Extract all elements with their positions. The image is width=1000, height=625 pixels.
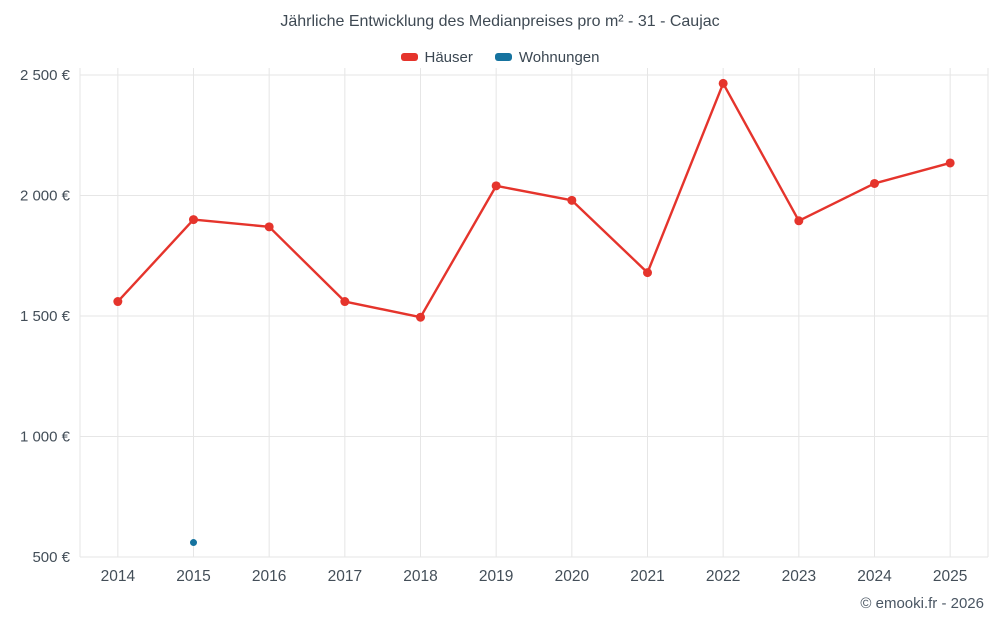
x-tick-label: 2022 <box>706 568 740 585</box>
legend-label-wohnungen: Wohnungen <box>518 48 600 66</box>
legend-item-wohnungen[interactable]: Wohnungen <box>494 48 600 66</box>
series-line-hauser <box>116 82 952 319</box>
x-tick-label: 2016 <box>252 568 286 585</box>
data-point-hauser <box>264 222 274 232</box>
data-point-hauser <box>416 312 425 322</box>
legend-marker-wohnungen-icon <box>494 53 512 61</box>
x-tick-label: 2018 <box>403 568 437 585</box>
data-point-hauser <box>945 158 955 168</box>
data-point-wohnungen <box>190 539 197 547</box>
data-point-hauser <box>189 215 198 225</box>
x-tick-label: 2019 <box>479 568 513 585</box>
legend-label-hauser: Häuser <box>424 48 473 66</box>
x-tick-label: 2020 <box>555 568 590 585</box>
x-tick-label: 2025 <box>933 568 967 585</box>
legend: Häuser Wohnungen <box>0 44 1000 70</box>
y-tick-label: 500 € <box>32 549 70 566</box>
y-tick-label: 2 000 € <box>20 188 71 205</box>
y-tick-label: 1 000 € <box>20 429 71 446</box>
legend-marker-hauser-icon <box>400 53 418 61</box>
x-tick-label: 2015 <box>176 568 210 585</box>
x-tick-label: 2023 <box>782 568 816 585</box>
copyright: © emooki.fr - 2026 <box>860 595 984 612</box>
data-point-hauser <box>870 178 879 188</box>
data-point-hauser <box>113 297 123 307</box>
y-tick-label: 2 500 € <box>20 67 71 84</box>
data-point-hauser <box>794 216 804 226</box>
x-tick-label: 2021 <box>630 568 664 585</box>
data-point-hauser <box>718 78 728 88</box>
data-point-hauser <box>491 181 501 191</box>
y-tick-label: 1 500 € <box>20 308 71 325</box>
chart-title: Jährliche Entwicklung des Medianpreises … <box>280 13 720 30</box>
data-point-hauser <box>643 268 652 278</box>
data-point-hauser <box>340 297 350 307</box>
x-tick-label: 2014 <box>101 568 136 585</box>
x-tick-label: 2017 <box>328 568 362 585</box>
legend-item-hauser[interactable]: Häuser <box>400 48 473 66</box>
data-point-hauser <box>567 195 577 205</box>
x-tick-label: 2024 <box>857 568 892 585</box>
